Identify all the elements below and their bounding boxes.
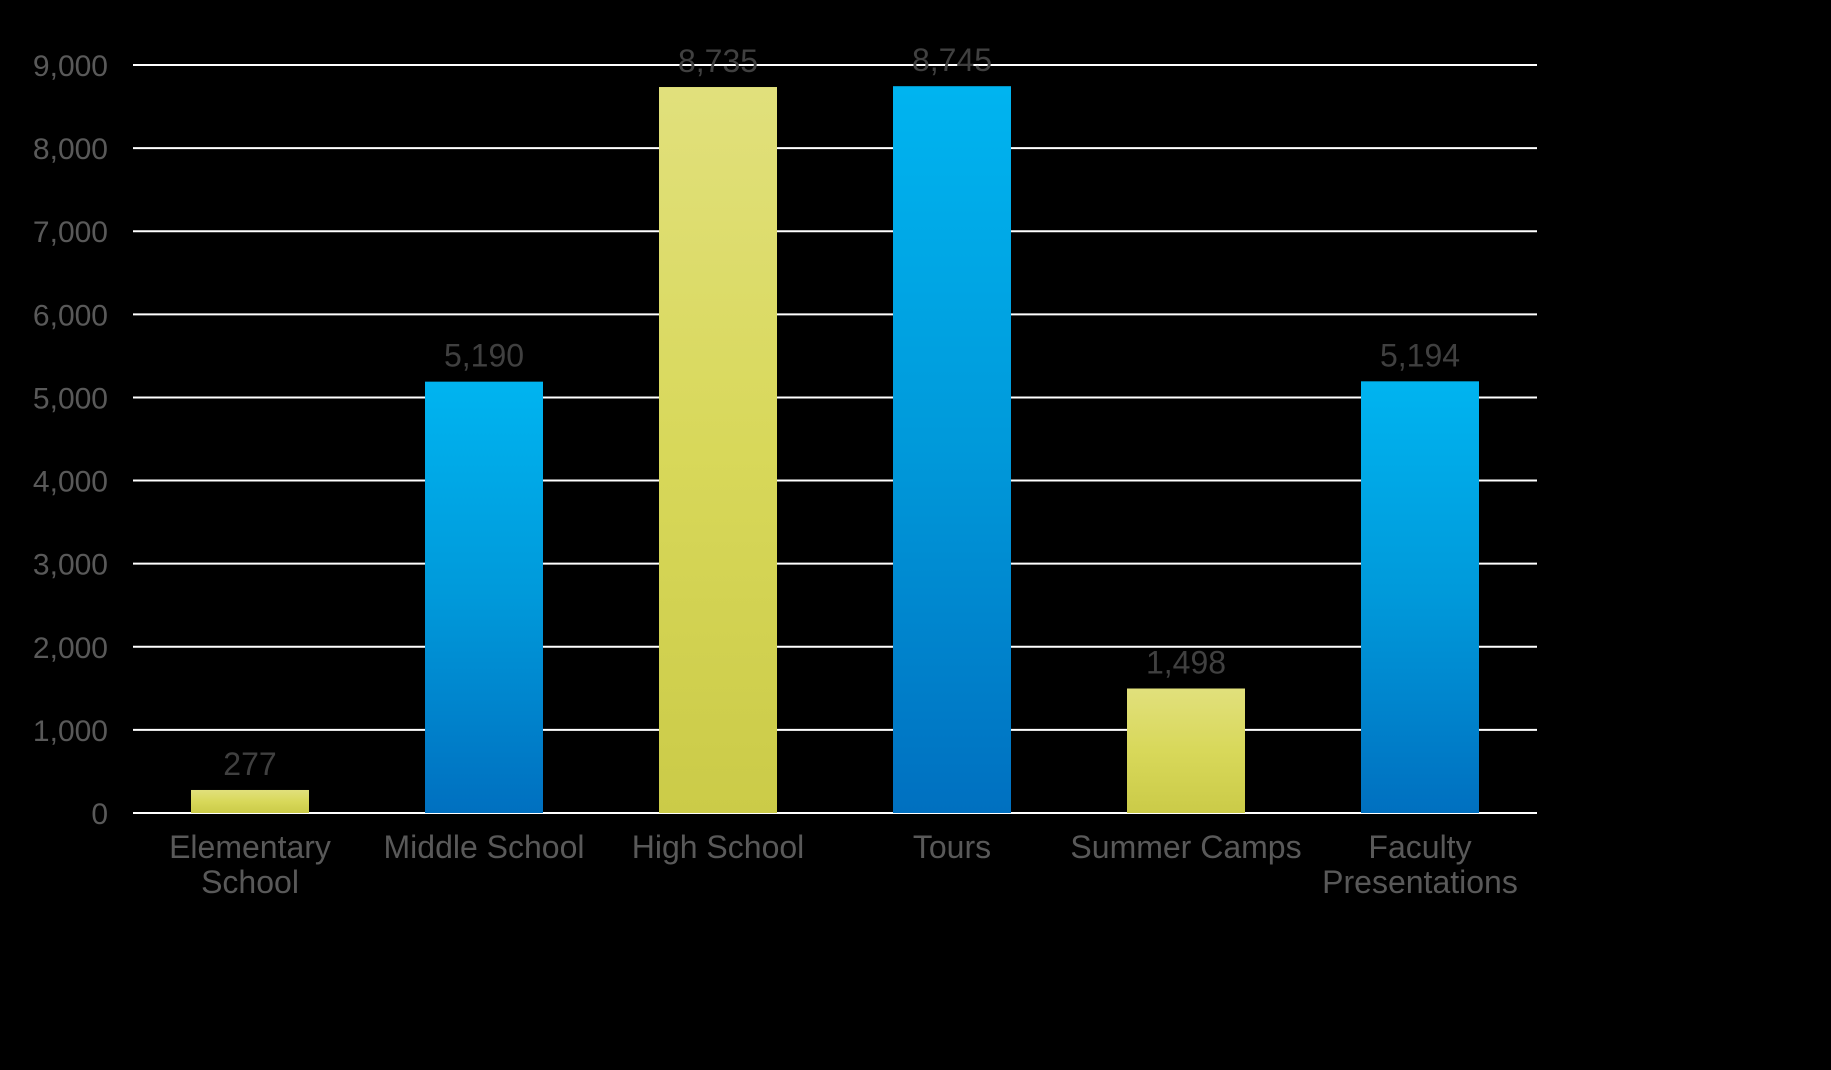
data-label: 5,190 — [444, 338, 524, 374]
category-label: Elementary School — [169, 829, 331, 900]
bar-5 — [1127, 688, 1245, 813]
bar-1 — [191, 789, 309, 813]
y-tick-label: 8,000 — [33, 133, 108, 166]
y-tick-label: 2,000 — [33, 632, 108, 665]
y-tick-label: 7,000 — [33, 216, 108, 249]
data-label: 8,745 — [912, 42, 992, 78]
bar-4 — [893, 86, 1011, 813]
y-tick-label: 4,000 — [33, 466, 108, 499]
y-tick-label: 9,000 — [33, 50, 108, 83]
gridlines — [133, 64, 1537, 814]
data-label: 5,194 — [1380, 337, 1460, 373]
category-label: Middle School — [384, 829, 585, 865]
bar-3 — [659, 87, 777, 814]
y-tick-label: 5,000 — [33, 382, 108, 415]
y-tick-label: 6,000 — [33, 299, 108, 332]
bar-2 — [425, 381, 543, 813]
y-tick-label: 1,000 — [33, 715, 108, 748]
x-axis-category-labels: Elementary School Middle School High School… — [169, 829, 1518, 900]
category-label: Summer Camps — [1070, 829, 1301, 865]
bar-6 — [1361, 381, 1479, 813]
y-axis-tick-labels: 0 1,000 2,000 3,000 4,000 5,000 6,000 7,000 8,00… — [33, 50, 108, 831]
data-label: 277 — [223, 746, 276, 782]
data-label: 1,498 — [1146, 644, 1226, 680]
data-labels: 277 5,190 8,735 8,745 1,498 5,194 — [223, 42, 1460, 782]
bars — [191, 86, 1479, 814]
y-tick-label: 0 — [91, 798, 108, 831]
category-label: Tours — [913, 829, 991, 865]
category-label: Faculty Presentations — [1322, 829, 1518, 900]
category-label: High School — [632, 829, 805, 865]
y-tick-label: 3,000 — [33, 549, 108, 582]
data-label: 8,735 — [678, 43, 758, 79]
